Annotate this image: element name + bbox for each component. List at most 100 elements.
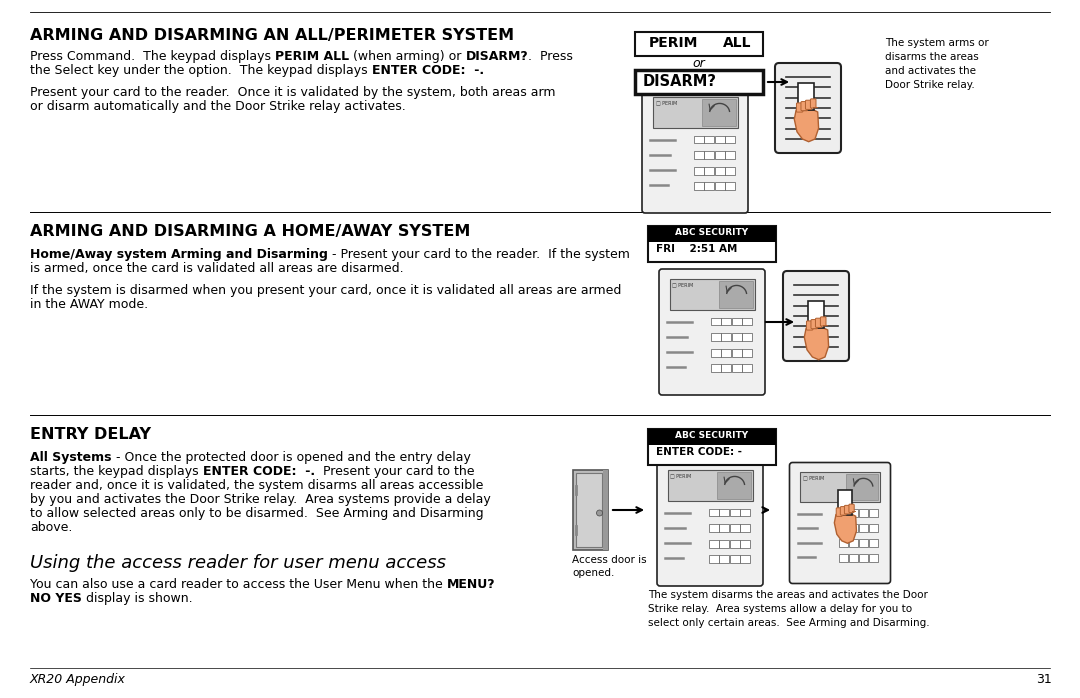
Text: If the system is disarmed when you present your card, once it is validated all a: If the system is disarmed when you prese… bbox=[30, 284, 621, 297]
Bar bbox=[869, 539, 878, 547]
Text: (when arming) or: (when arming) or bbox=[349, 50, 465, 63]
Bar bbox=[719, 509, 729, 517]
Text: ABC SECURITY: ABC SECURITY bbox=[675, 431, 748, 440]
Bar bbox=[719, 556, 729, 563]
Polygon shape bbox=[835, 514, 856, 543]
Bar bbox=[721, 333, 731, 341]
Text: DISARM?: DISARM? bbox=[643, 74, 717, 89]
Text: Access door is
opened.: Access door is opened. bbox=[572, 555, 647, 578]
Text: .  Press: . Press bbox=[528, 50, 573, 63]
Bar bbox=[808, 302, 824, 328]
FancyBboxPatch shape bbox=[657, 460, 762, 586]
Bar bbox=[721, 349, 731, 357]
Bar bbox=[670, 279, 755, 311]
Text: by you and activates the Door Strike relay.  Area systems provide a delay: by you and activates the Door Strike rel… bbox=[30, 493, 490, 506]
Bar bbox=[730, 556, 740, 563]
Bar bbox=[732, 349, 742, 357]
Text: Present your card to the reader.  Once it is validated by the system, both areas: Present your card to the reader. Once it… bbox=[30, 86, 555, 99]
Bar bbox=[708, 556, 718, 563]
Text: is armed, once the card is validated all areas are disarmed.: is armed, once the card is validated all… bbox=[30, 262, 404, 275]
Bar bbox=[704, 135, 714, 143]
Bar bbox=[704, 182, 714, 190]
Bar bbox=[708, 524, 718, 532]
Bar bbox=[726, 135, 735, 143]
Bar bbox=[648, 429, 777, 445]
Bar bbox=[572, 470, 607, 550]
Text: ABC SECURITY: ABC SECURITY bbox=[675, 228, 748, 237]
Text: You can also use a card reader to access the User Menu when the: You can also use a card reader to access… bbox=[30, 578, 447, 591]
FancyBboxPatch shape bbox=[659, 269, 765, 395]
Bar bbox=[704, 151, 714, 159]
Text: to allow selected areas only to be disarmed.  See Arming and Disarming: to allow selected areas only to be disar… bbox=[30, 507, 484, 520]
Bar bbox=[732, 333, 742, 341]
Bar bbox=[839, 539, 848, 547]
Bar bbox=[741, 556, 751, 563]
Text: DISARM?: DISARM? bbox=[465, 50, 528, 63]
Bar bbox=[704, 167, 714, 174]
Bar bbox=[732, 364, 742, 372]
FancyBboxPatch shape bbox=[783, 271, 849, 361]
Text: ENTER CODE:  -.: ENTER CODE: -. bbox=[203, 465, 314, 478]
Bar bbox=[603, 470, 607, 550]
FancyBboxPatch shape bbox=[775, 63, 841, 153]
Text: reader and, once it is validated, the system disarms all areas accessible: reader and, once it is validated, the sy… bbox=[30, 479, 484, 492]
Bar bbox=[859, 524, 868, 532]
Bar bbox=[693, 151, 703, 159]
Bar bbox=[715, 167, 725, 174]
Text: or disarm automatically and the Door Strike relay activates.: or disarm automatically and the Door Str… bbox=[30, 100, 406, 113]
Bar bbox=[711, 364, 720, 372]
Bar bbox=[708, 540, 718, 548]
Text: ALL: ALL bbox=[723, 36, 751, 50]
Bar bbox=[741, 540, 751, 548]
Text: The system arms or
disarms the areas
and activates the
Door Strike relay.: The system arms or disarms the areas and… bbox=[885, 38, 989, 90]
FancyBboxPatch shape bbox=[836, 508, 842, 517]
Text: MENU?: MENU? bbox=[447, 578, 496, 591]
Circle shape bbox=[596, 510, 603, 516]
Bar bbox=[838, 490, 852, 514]
Bar bbox=[742, 349, 753, 357]
Bar bbox=[859, 510, 868, 517]
Bar bbox=[726, 182, 735, 190]
Polygon shape bbox=[794, 110, 819, 142]
Text: PERIM: PERIM bbox=[649, 36, 699, 50]
Bar bbox=[742, 364, 753, 372]
Bar bbox=[869, 554, 878, 561]
Bar bbox=[715, 182, 725, 190]
Text: ENTER CODE:  -.: ENTER CODE: -. bbox=[372, 64, 484, 77]
Text: - Once the protected door is opened and the entry delay: - Once the protected door is opened and … bbox=[111, 451, 471, 464]
Bar bbox=[708, 509, 718, 517]
Bar bbox=[715, 135, 725, 143]
Bar bbox=[719, 540, 729, 548]
Text: ENTRY DELAY: ENTRY DELAY bbox=[30, 427, 151, 442]
Bar bbox=[849, 510, 859, 517]
Bar bbox=[849, 524, 859, 532]
Bar bbox=[635, 32, 762, 56]
Text: the Select key under the option.  The keypad displays: the Select key under the option. The key… bbox=[30, 64, 372, 77]
FancyBboxPatch shape bbox=[811, 320, 818, 329]
Bar bbox=[702, 99, 735, 126]
Text: □ PERIM: □ PERIM bbox=[671, 473, 692, 478]
Text: 31: 31 bbox=[1036, 673, 1052, 686]
Bar bbox=[869, 524, 878, 532]
Bar bbox=[693, 182, 703, 190]
Text: XR20 Appendix: XR20 Appendix bbox=[30, 673, 126, 686]
Bar bbox=[741, 509, 751, 517]
Bar bbox=[859, 554, 868, 561]
Bar bbox=[726, 167, 735, 174]
Bar bbox=[732, 318, 742, 325]
Bar bbox=[721, 318, 731, 325]
Bar bbox=[798, 83, 814, 110]
Bar bbox=[719, 281, 753, 309]
Text: - Present your card to the reader.  If the system: - Present your card to the reader. If th… bbox=[328, 248, 630, 261]
Bar bbox=[667, 470, 753, 501]
FancyBboxPatch shape bbox=[807, 321, 813, 330]
FancyBboxPatch shape bbox=[806, 101, 812, 110]
FancyBboxPatch shape bbox=[815, 318, 822, 327]
Text: □ PERIM: □ PERIM bbox=[673, 282, 693, 287]
Text: in the AWAY mode.: in the AWAY mode. bbox=[30, 298, 148, 311]
FancyBboxPatch shape bbox=[789, 463, 891, 584]
FancyBboxPatch shape bbox=[810, 99, 816, 108]
Bar bbox=[721, 364, 731, 372]
Bar bbox=[726, 151, 735, 159]
FancyBboxPatch shape bbox=[821, 317, 826, 326]
